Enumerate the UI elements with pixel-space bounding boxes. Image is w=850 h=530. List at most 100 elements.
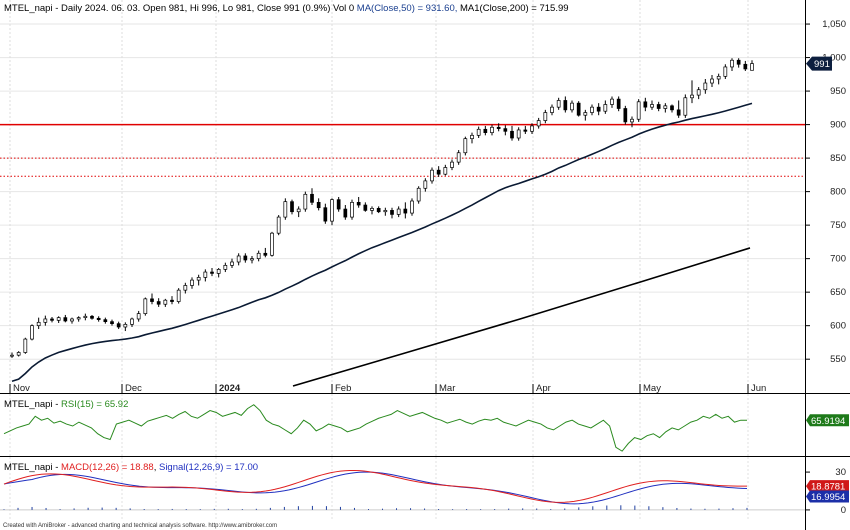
candle bbox=[403, 202, 408, 219]
candle-body bbox=[303, 193, 308, 210]
signal-badge-label: 16.9954 bbox=[811, 492, 845, 503]
candle-body bbox=[136, 313, 141, 320]
candle bbox=[356, 196, 361, 208]
candle-body bbox=[703, 82, 708, 91]
macd-axis-label: 30 bbox=[835, 467, 846, 478]
candle bbox=[630, 116, 634, 128]
candle bbox=[616, 96, 621, 112]
candle bbox=[90, 314, 94, 320]
candle bbox=[263, 247, 268, 258]
month-label: Mar bbox=[439, 383, 455, 394]
candle bbox=[123, 322, 128, 332]
candle bbox=[276, 215, 281, 236]
candle bbox=[623, 105, 628, 125]
candle-body bbox=[76, 317, 81, 320]
axis-tick-label: 850 bbox=[830, 153, 846, 164]
candle bbox=[416, 186, 421, 204]
candle bbox=[476, 126, 481, 138]
axis-tick-label: 950 bbox=[830, 86, 846, 97]
candle bbox=[670, 104, 674, 113]
candle bbox=[330, 198, 334, 226]
ma200-line bbox=[292, 247, 751, 387]
candle-body bbox=[463, 138, 468, 154]
candle bbox=[176, 288, 181, 304]
candle bbox=[16, 351, 21, 357]
candle bbox=[130, 317, 134, 328]
candle-body bbox=[123, 323, 128, 328]
support-lines bbox=[0, 123, 805, 177]
candle-body bbox=[536, 120, 541, 127]
candle bbox=[716, 73, 721, 85]
candle-body bbox=[410, 200, 414, 214]
candle-body bbox=[423, 180, 428, 189]
candle bbox=[236, 253, 241, 266]
candle bbox=[183, 282, 188, 294]
candle bbox=[656, 101, 661, 112]
candle bbox=[370, 206, 374, 215]
candle bbox=[103, 317, 108, 324]
axis-tick-label: 800 bbox=[830, 187, 846, 198]
candle-body bbox=[116, 323, 121, 328]
candle bbox=[76, 316, 81, 322]
candle-body bbox=[83, 315, 88, 318]
candle-body bbox=[403, 208, 408, 214]
candle-body bbox=[656, 104, 661, 109]
candle-body bbox=[363, 204, 368, 211]
candle bbox=[683, 94, 688, 118]
candle-body bbox=[70, 318, 74, 322]
candle-body bbox=[543, 112, 548, 121]
candle bbox=[243, 253, 248, 263]
macd-axis-label: 0 bbox=[841, 505, 846, 516]
candle-body bbox=[236, 255, 241, 263]
candle bbox=[703, 79, 708, 94]
macd-badge-label: 18.8781 bbox=[811, 482, 845, 493]
candle bbox=[23, 337, 28, 354]
candle bbox=[423, 178, 428, 192]
axis-tick-label: 900 bbox=[830, 120, 846, 131]
candle-body bbox=[676, 109, 681, 116]
candle bbox=[590, 104, 594, 116]
price-badge-label: 991 bbox=[814, 59, 830, 70]
candle-body bbox=[23, 338, 28, 353]
candle bbox=[256, 250, 261, 262]
candle bbox=[43, 315, 48, 326]
candle bbox=[690, 80, 694, 104]
macd-line bbox=[3, 469, 748, 503]
candle bbox=[216, 268, 221, 278]
candle-body bbox=[270, 232, 274, 256]
candle-body bbox=[150, 298, 154, 302]
candle bbox=[430, 167, 434, 184]
rsi-pane: 65.9194 bbox=[3, 404, 849, 452]
candle-body bbox=[650, 104, 654, 108]
candle bbox=[63, 314, 68, 323]
candle bbox=[83, 313, 88, 321]
candle-body bbox=[63, 317, 68, 322]
candle-body bbox=[596, 106, 601, 112]
candle-body bbox=[43, 318, 48, 323]
candle-body bbox=[503, 128, 508, 132]
ma50-line bbox=[11, 102, 753, 382]
candle-body bbox=[10, 354, 14, 357]
month-label: 2024 bbox=[219, 383, 241, 394]
candle-body bbox=[130, 318, 134, 325]
month-label: Jun bbox=[751, 383, 766, 394]
candle bbox=[663, 103, 668, 113]
candle bbox=[650, 100, 654, 110]
candle bbox=[363, 202, 368, 212]
candle-body bbox=[390, 210, 394, 215]
candle bbox=[543, 109, 548, 124]
candle bbox=[490, 124, 494, 136]
axis-tick-label: 1,000 bbox=[822, 53, 846, 64]
candle-body bbox=[483, 128, 488, 133]
candle-body bbox=[470, 134, 474, 140]
candle bbox=[643, 97, 648, 112]
candle-body bbox=[96, 317, 101, 320]
candle-body bbox=[690, 94, 694, 99]
candle-body bbox=[550, 106, 554, 113]
candle-body bbox=[310, 193, 314, 203]
candle-body bbox=[56, 317, 61, 321]
candle-body bbox=[430, 169, 434, 182]
candle-body bbox=[376, 208, 381, 213]
candle bbox=[303, 191, 308, 212]
candle bbox=[556, 97, 561, 110]
